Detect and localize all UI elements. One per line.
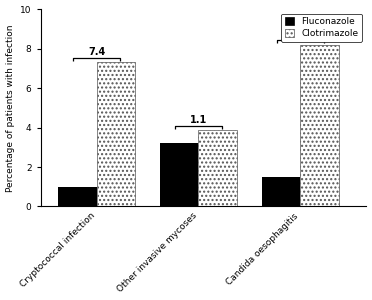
Bar [160,143,198,206]
Text: 1.1: 1.1 [190,115,207,125]
Bar [58,187,97,206]
Bar [198,130,237,206]
Bar [300,45,339,206]
Text: 7.4: 7.4 [88,47,105,57]
Y-axis label: Percentage of patients with infection: Percentage of patients with infection [6,24,15,191]
Bar [262,177,300,206]
Legend: Fluconazole, Clotrimazole: Fluconazole, Clotrimazole [281,14,362,41]
Text: 5.8: 5.8 [292,29,309,40]
Bar [97,62,135,206]
